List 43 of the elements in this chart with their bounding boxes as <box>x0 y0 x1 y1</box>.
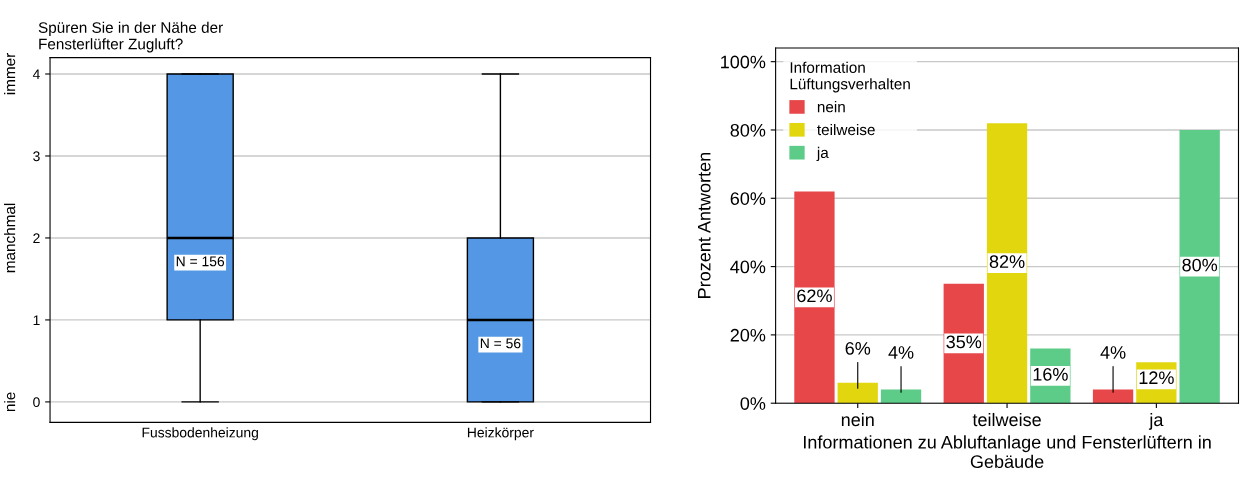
bar <box>1092 389 1134 404</box>
y-tick-label: 40% <box>730 260 766 274</box>
y-tick-label: 60% <box>730 192 766 205</box>
x-tick-label: Fussbodenheizung <box>142 427 258 441</box>
legend-label: nein <box>817 101 845 113</box>
bar <box>794 191 835 404</box>
legend-title: Information Lüftungsverhalten <box>790 61 910 93</box>
data-label: 4% <box>888 346 914 359</box>
data-label: 12% <box>1139 371 1174 385</box>
x-axis-title: Informationen zu Abluftanlage und Fensterlüftern in Gebäude <box>803 435 1211 469</box>
text: nie <box>4 392 16 412</box>
data-label: 62% <box>797 289 832 303</box>
text: manchmal <box>4 203 16 273</box>
annotation: N = 56 <box>480 338 521 349</box>
data-label: 4% <box>1100 346 1126 359</box>
y-tick-label: 4 <box>32 69 40 80</box>
bar <box>837 382 878 404</box>
y-tick-label: 0% <box>740 397 766 410</box>
x-tick-label: ja <box>1148 412 1164 430</box>
y-tick-label: 80% <box>730 123 766 137</box>
chart-title: Spüren Sie in der Nähe der Fensterlüfter Zugluft? <box>38 21 223 53</box>
x-tick-label: teilweise <box>972 412 1041 427</box>
y-tick-label: 0 <box>33 397 40 408</box>
y-tick-label: 2 <box>33 233 40 243</box>
y-tick-label: 1 <box>33 315 40 325</box>
x-tick-label: nein <box>841 412 874 427</box>
data-label: 16% <box>1033 367 1068 381</box>
text: immer <box>4 53 16 95</box>
y-tick-label: 20% <box>730 328 766 342</box>
x-tick-label: Heizkörper <box>467 427 534 441</box>
bar <box>986 123 1028 404</box>
y-axis-title: Prozent Antworten <box>698 153 711 298</box>
y-tick-label: 100% <box>721 55 766 69</box>
annotation: N = 156 <box>176 256 225 267</box>
bar <box>880 389 922 404</box>
legend-label: ja <box>816 146 829 162</box>
bar <box>1179 129 1220 404</box>
data-label: 35% <box>946 335 982 349</box>
data-label: 80% <box>1182 258 1218 272</box>
y-tick-label: 3 <box>33 151 40 162</box>
data-label: 82% <box>989 255 1025 269</box>
data-label: 6% <box>845 341 871 355</box>
legend-label: teilweise <box>817 123 875 136</box>
